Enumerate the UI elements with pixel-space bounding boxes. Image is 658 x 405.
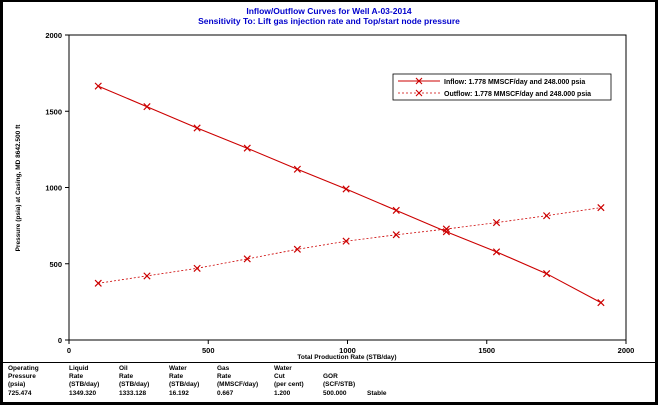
data-point-inflow (342, 185, 350, 193)
col-oil-rate: Oil Rate (STB/day) 1333.128 (119, 365, 149, 398)
data-point-outflow (442, 225, 450, 233)
data-point-outflow (342, 237, 350, 245)
x-tick-label: 2000 (618, 346, 635, 355)
col-operating-pressure: Operating Pressure (psia) 725.474 (8, 365, 39, 398)
header-line (367, 365, 387, 373)
header-line: (STB/day) (69, 381, 100, 389)
cell-value: Stable (367, 389, 387, 397)
y-tick-label: 500 (49, 260, 62, 269)
data-point-outflow (597, 204, 605, 212)
header-line: Oil (119, 365, 128, 372)
x-tick-label: 0 (67, 346, 71, 355)
series-layer (94, 82, 605, 307)
y-tick-label: 1000 (45, 184, 62, 193)
data-point-inflow (94, 82, 102, 90)
x-tick-label: 1000 (339, 346, 356, 355)
data-point-outflow (543, 212, 551, 220)
data-point-inflow (492, 248, 501, 256)
header-line: Rate (69, 373, 84, 381)
header-line (367, 381, 387, 389)
header-line: Gas (217, 365, 230, 372)
cell-value: 1333.128 (119, 389, 147, 397)
cell-value: 0.667 (217, 389, 234, 397)
header-line: (STB/day) (169, 381, 200, 389)
cell-value: 725.474 (8, 389, 32, 397)
chart-frame: Inflow/Outflow Curves for Well A-03-2014… (3, 2, 655, 402)
legend-label-outflow: Outflow: 1.778 MMSCF/day and 248.000 psi… (444, 91, 591, 98)
data-point-outflow (143, 272, 151, 280)
col-water-cut: Water Cut (per cent) 1.200 (274, 365, 304, 398)
header-line: Rate (119, 373, 134, 381)
data-point-outflow (243, 255, 251, 263)
header-line: Rate (169, 373, 184, 381)
data-point-inflow (392, 206, 400, 214)
y-axis-ticks: 0 500 1000 1500 2000 (45, 31, 69, 345)
y-tick-label: 2000 (45, 31, 62, 40)
header-line: GOR (323, 373, 338, 381)
col-liquid-rate: Liquid Rate (STB/day) 1349.320 (69, 365, 99, 398)
legend-marker-inflow (415, 77, 423, 85)
header-line: Liquid (69, 365, 89, 372)
legend: Inflow: 1.778 MMSCF/day and 248.000 psia… (392, 73, 612, 101)
data-point-inflow (597, 299, 605, 307)
header-line: Water (274, 365, 292, 372)
y-tick-label: 1500 (45, 107, 62, 116)
x-axis-ticks: 0 500 1000 1500 2000 (67, 340, 634, 355)
data-point-inflow (293, 165, 301, 173)
cell-value: 16.192 (169, 389, 189, 397)
x-tick-label: 500 (202, 346, 215, 355)
header-line: (psia) (8, 381, 26, 389)
data-point-inflow (193, 124, 201, 132)
header-line: (MMSCF/day) (217, 381, 259, 389)
header-line: Cut (274, 373, 285, 381)
col-status: Stable (367, 365, 387, 398)
header-line: (SCF/STB) (323, 381, 356, 389)
x-axis-label: Total Production Rate (STB/day) (297, 354, 396, 361)
x-tick-label: 1500 (478, 346, 495, 355)
cell-value: 500.000 (323, 389, 347, 397)
data-point-outflow (392, 231, 400, 239)
y-tick-label: 0 (58, 336, 62, 345)
data-point-inflow (243, 144, 251, 152)
data-point-outflow (94, 279, 102, 287)
data-point-inflow (442, 228, 450, 236)
chart-subtitle: Sensitivity To: Lift gas injection rate … (198, 16, 460, 26)
header-line: Pressure (8, 373, 36, 381)
y-axis-label: Pressure (psia) at Casing, MD 8642.500 f… (15, 124, 22, 252)
cell-value: 1.200 (274, 389, 291, 397)
data-point-outflow (492, 218, 501, 227)
legend-marker-outflow (415, 89, 423, 97)
operating-point-table: Operating Pressure (psia) 725.474 Liquid… (3, 362, 655, 402)
header-line: Operating (8, 365, 39, 372)
data-point-outflow (193, 264, 201, 272)
chart-plot: Inflow/Outflow Curves for Well A-03-2014… (15, 6, 634, 361)
header-line (323, 365, 355, 373)
chart-title: Inflow/Outflow Curves for Well A-03-2014 (246, 6, 412, 16)
data-point-inflow (143, 103, 151, 111)
col-gas-rate: Gas Rate (MMSCF/day) 0.667 (217, 365, 258, 398)
legend-box (392, 73, 612, 101)
header-line: (per cent) (274, 381, 304, 389)
header-line: (STB/day) (119, 381, 150, 389)
col-gor: GOR (SCF/STB) 500.000 (323, 365, 355, 398)
header-line: Water (169, 365, 187, 372)
data-point-outflow (293, 245, 301, 253)
header-line (367, 373, 387, 381)
col-water-rate: Water Rate (STB/day) 16.192 (169, 365, 199, 398)
legend-label-inflow: Inflow: 1.778 MMSCF/day and 248.000 psia (444, 79, 585, 86)
header-line: Rate (217, 373, 232, 381)
data-point-inflow (543, 270, 551, 278)
cell-value: 1349.320 (69, 389, 97, 397)
